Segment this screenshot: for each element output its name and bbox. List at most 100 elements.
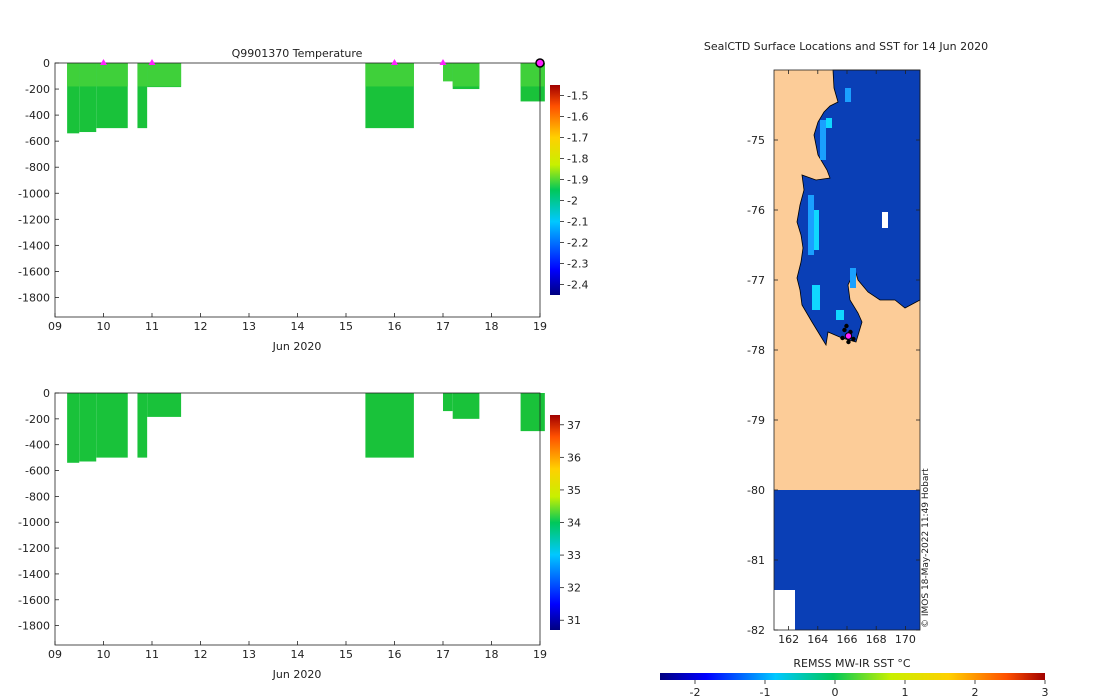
temperature-profiles [67, 63, 545, 134]
temperature-profile-upper-5 [365, 63, 414, 87]
map-x-ticks: 162 164 166 168 170 [778, 70, 916, 646]
map-x-tick-label: 166 [837, 633, 858, 646]
seal-track-point [846, 339, 851, 345]
temperature-colorbar-tick-label: -1.7 [567, 132, 588, 145]
salinity-x-tick-label: 13 [242, 648, 256, 661]
map-y-tick-label: -82 [747, 624, 765, 637]
salinity-profile-0 [67, 393, 80, 463]
seal-track-point [842, 327, 847, 333]
coastal-cell [814, 210, 819, 250]
temperature-x-tick-label: 15 [339, 320, 353, 333]
map-title: SealCTD Surface Locations and SST for 14… [704, 40, 988, 53]
sst-colorbar-tick-label: 1 [902, 686, 909, 699]
temperature-colorbar-tick-label: -2.2 [567, 237, 588, 250]
salinity-colorbar-tick-label: 37 [567, 419, 581, 432]
temperature-y-tick-label: -800 [25, 161, 50, 174]
salinity-y-tick-label: -1800 [18, 620, 50, 633]
temperature-colorbar [550, 85, 560, 295]
salinity-profiles [67, 393, 545, 463]
salinity-profile-8 [520, 393, 545, 432]
temperature-profile-upper-8 [520, 63, 545, 87]
map-y-tick-label: -81 [747, 554, 765, 567]
temperature-x-label: Jun 2020 [272, 340, 322, 353]
salinity-x-tick-label: 15 [339, 648, 353, 661]
salinity-colorbar-tick-label: 31 [567, 614, 581, 627]
temperature-x-tick-label: 11 [145, 320, 159, 333]
map-y-tick-label: -79 [747, 414, 765, 427]
coastal-cell [845, 88, 851, 102]
salinity-x-tick-label: 14 [291, 648, 305, 661]
salinity-y-tick-label: -200 [25, 413, 50, 426]
imos-watermark: © IMOS 18-May-2022 11:49 Hobart [921, 468, 931, 628]
coastal-cell [808, 195, 814, 255]
sst-colorbar-label: REMSS MW-IR SST °C [793, 657, 911, 670]
temperature-profile-upper-2 [96, 63, 128, 87]
salinity-x-tick-label: 09 [48, 648, 62, 661]
salinity-colorbar-tick-label: 32 [567, 582, 581, 595]
salinity-colorbar [550, 415, 560, 630]
temperature-profile-upper-1 [79, 63, 97, 87]
temperature-y-tick-label: -200 [25, 83, 50, 96]
temperature-y-tick-label: -600 [25, 135, 50, 148]
sea-ice-lower-region [774, 490, 920, 630]
coastal-cell [826, 118, 832, 128]
salinity-y-tick-label: -1200 [18, 542, 50, 555]
temperature-colorbar-tick-label: -1.6 [567, 111, 588, 124]
map-y-tick-label: -76 [747, 204, 765, 217]
map-y-ticks: -75 -76 -77 -78 -79 -80 -81 -82 [747, 134, 920, 637]
sst-colorbar-tick-label: 3 [1042, 686, 1049, 699]
temperature-x-tick-label: 14 [291, 320, 305, 333]
salinity-colorbar-tick-label: 34 [567, 517, 581, 530]
sst-colorbar-tick-label: -2 [690, 686, 701, 699]
coastal-cell [812, 285, 820, 310]
sst-colorbar-tick-label: 2 [972, 686, 979, 699]
sst-colorbar-tick-label: -1 [760, 686, 771, 699]
salinity-y-tick-label: -1600 [18, 594, 50, 607]
temperature-y-tick-label: -400 [25, 109, 50, 122]
temperature-title: Q9901370 Temperature [232, 47, 363, 60]
map-y-tick-label: -80 [747, 484, 765, 497]
temperature-profile-upper-6 [443, 63, 453, 82]
map-y-tick-label: -78 [747, 344, 765, 357]
salinity-profile-3 [137, 393, 148, 458]
temperature-x-tick-label: 12 [194, 320, 208, 333]
salinity-y-tick-label: -400 [25, 439, 50, 452]
map-x-tick-label: 162 [778, 633, 799, 646]
temperature-colorbar-ticks: -1.5 -1.6 -1.7 -1.8 -1.9 -2 -2.1 -2.2 -2.3 -2.4 [560, 90, 588, 292]
map-y-tick-label: -75 [747, 134, 765, 147]
salinity-colorbar-tick-label: 36 [567, 451, 581, 464]
map-y-tick-label: -77 [747, 274, 765, 287]
map-x-tick-label: 170 [895, 633, 916, 646]
temperature-profile-upper-0 [67, 63, 80, 87]
temperature-y-tick-label: 0 [43, 57, 50, 70]
salinity-x-label: Jun 2020 [272, 668, 322, 681]
salinity-y-tick-label: -1400 [18, 568, 50, 581]
latest-profile-marker [535, 58, 545, 68]
temperature-y-tick-label: -1600 [18, 265, 50, 278]
salinity-profile-7 [452, 393, 480, 419]
salinity-x-tick-label: 17 [436, 648, 450, 661]
missing-data-region [774, 590, 795, 630]
temperature-x-tick-label: 18 [485, 320, 499, 333]
missing-data-cell [882, 212, 888, 228]
temperature-profile-3 [137, 63, 148, 129]
map-x-tick-label: 164 [807, 633, 828, 646]
temperature-x-tick-label: 19 [533, 320, 547, 333]
temperature-colorbar-tick-label: -2 [567, 195, 578, 208]
temperature-x-tick-label: 10 [97, 320, 111, 333]
salinity-profile-4 [147, 393, 182, 417]
sst-colorbar-ticks: -2 -1 0 1 2 3 [690, 680, 1049, 699]
temperature-profile-upper-4 [147, 63, 182, 87]
salinity-x-tick-label: 11 [145, 648, 159, 661]
sst-map-panel: SealCTD Surface Locations and SST for 14… [660, 40, 1049, 699]
temperature-x-tick-label: 09 [48, 320, 62, 333]
coastal-cell [850, 268, 856, 288]
temperature-y-tick-label: -1000 [18, 187, 50, 200]
seal-surface-location [844, 332, 853, 340]
ross-sea-ice-region [796, 69, 921, 347]
profile-marker [148, 59, 156, 65]
temperature-y-tick-label: -1400 [18, 239, 50, 252]
temperature-colorbar-tick-label: -1.8 [567, 153, 588, 166]
seal-track-point [840, 335, 845, 341]
